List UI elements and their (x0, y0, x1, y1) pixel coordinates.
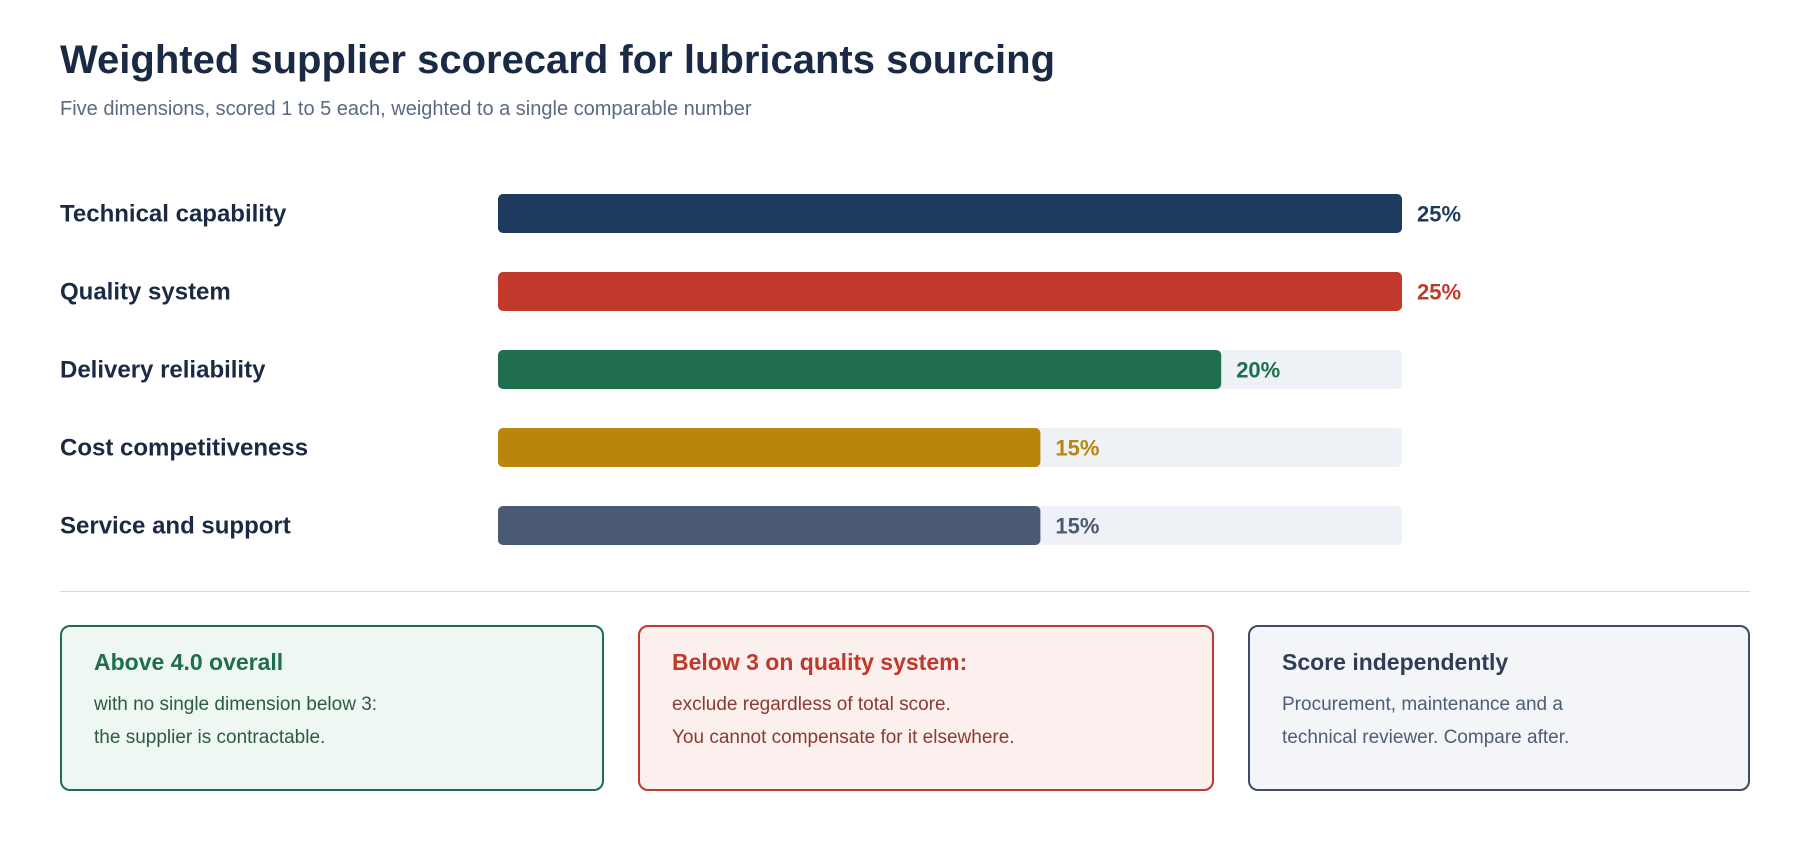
page-title: Weighted supplier scorecard for lubrican… (60, 38, 1056, 82)
category-label: Delivery reliability (60, 357, 266, 384)
value-label: 15% (1055, 514, 1099, 539)
card-title: Above 4.0 overall (94, 649, 284, 675)
card-text-line: exclude regardless of total score. (672, 694, 951, 715)
card-quality-exclusion: Below 3 on quality system: exclude regar… (638, 625, 1214, 791)
card-title: Score independently (1282, 649, 1509, 675)
weights-bar-chart: Technical capability 25% Quality system 25%… (60, 194, 1461, 545)
card-text-line: technical reviewer. Compare after. (1282, 727, 1570, 748)
bar (498, 506, 1041, 545)
bar (498, 272, 1402, 311)
card-text-line: with no single dimension below 3: (94, 694, 378, 715)
bar (498, 428, 1041, 467)
card-title: Below 3 on quality system: (672, 649, 968, 675)
bar (498, 350, 1222, 389)
value-label: 25% (1417, 280, 1461, 305)
card-text-line: Procurement, maintenance and a (1282, 694, 1563, 715)
category-label: Technical capability (60, 201, 287, 228)
value-label: 15% (1055, 436, 1099, 461)
category-label: Quality system (60, 279, 231, 306)
card-text-line: You cannot compensate for it elsewhere. (672, 727, 1015, 748)
category-label: Cost competitiveness (60, 435, 308, 462)
card-text-line: the supplier is contractable. (94, 727, 326, 748)
card-score-independently: Score independently Procurement, mainten… (1248, 625, 1750, 791)
bar (498, 194, 1402, 233)
section-divider (60, 591, 1750, 592)
page-subtitle: Five dimensions, scored 1 to 5 each, wei… (60, 98, 752, 120)
category-label: Service and support (60, 513, 291, 540)
card-contractable-threshold: Above 4.0 overall with no single dimensi… (60, 625, 604, 791)
value-label: 20% (1236, 358, 1280, 383)
value-label: 25% (1417, 202, 1461, 227)
